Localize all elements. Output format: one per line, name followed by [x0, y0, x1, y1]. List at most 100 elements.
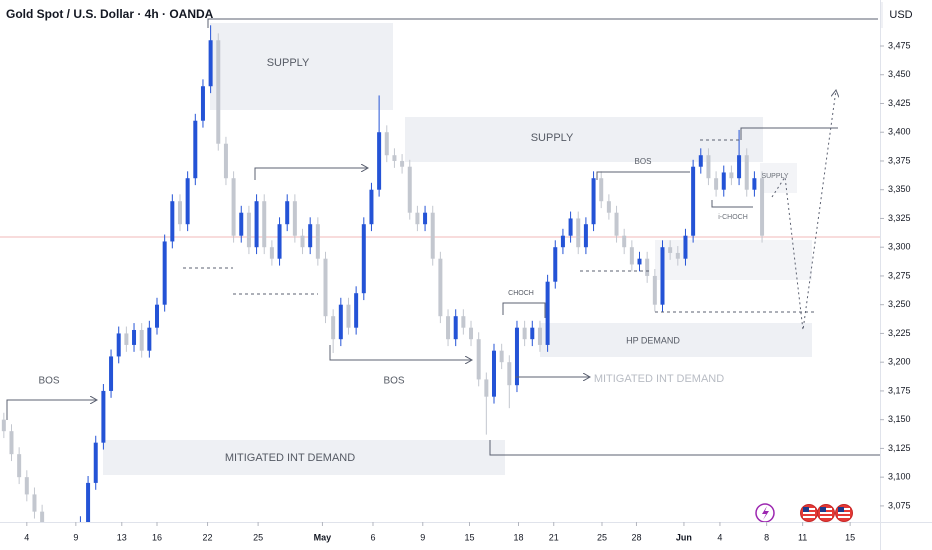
candle-body: [668, 247, 673, 253]
candle-body: [698, 155, 703, 167]
zones: [103, 23, 812, 475]
candle-body: [637, 258, 642, 265]
x-tick-label: 13: [117, 532, 127, 542]
x-tick-label: 22: [203, 532, 213, 542]
candles: [1, 25, 765, 546]
y-tick-label: 3,225: [888, 328, 911, 338]
candle-body: [652, 275, 657, 305]
y-tick-label: 3,325: [888, 213, 911, 223]
candle-body: [568, 218, 573, 236]
x-tick-label: 15: [845, 532, 855, 542]
candle-body: [392, 155, 397, 161]
x-tick-label: 15: [464, 532, 474, 542]
candle-body: [645, 258, 650, 276]
annotation: MITIGATED INT DEMAND: [225, 452, 355, 464]
candle-body: [614, 212, 619, 236]
flag-icon: [800, 504, 818, 522]
candle-body: [737, 155, 742, 179]
candle-body: [545, 281, 550, 345]
x-tick-label: 21: [549, 532, 559, 542]
y-tick-label: 3,300: [888, 242, 911, 252]
candle-body: [384, 132, 389, 156]
candle-body: [369, 189, 374, 225]
candle-body: [553, 247, 558, 282]
x-tick-label: 28: [631, 532, 641, 542]
demand-zone: [103, 440, 505, 475]
x-tick-label: 16: [152, 532, 162, 542]
candle-body: [683, 235, 688, 259]
candle-body: [132, 329, 137, 345]
lightning-glyph: [762, 506, 769, 520]
candle-body: [560, 235, 565, 248]
level-line: [489, 440, 880, 456]
candle-body: [660, 247, 665, 305]
choch-line: [502, 302, 546, 318]
y-tick-label: 3,150: [888, 414, 911, 424]
candle-body: [499, 350, 504, 363]
ichoch-line: [711, 200, 753, 208]
candle-body: [407, 166, 412, 213]
candle-body: [231, 178, 236, 236]
annotation: CHOCH: [508, 290, 534, 297]
flag-icon: [835, 504, 853, 522]
level-line: [207, 18, 878, 28]
candle-body: [354, 293, 359, 328]
candle-body: [415, 212, 420, 225]
candle-body: [430, 212, 435, 259]
annotation: i-CHOCH: [718, 214, 748, 221]
candle-body: [377, 132, 382, 190]
annotation: BOS: [383, 376, 404, 387]
candle-body: [507, 362, 512, 386]
annotations-lines: [6, 18, 880, 456]
candle-body: [338, 304, 343, 340]
candle-body: [32, 494, 37, 512]
candle-body: [162, 241, 167, 305]
candle-body: [323, 258, 328, 317]
candle-body: [239, 212, 244, 236]
currency-label: USD: [889, 9, 912, 21]
candle-body: [760, 178, 765, 236]
candle-body: [599, 178, 604, 202]
candle-body: [139, 329, 144, 351]
candle-body: [484, 379, 489, 397]
candle-body: [93, 442, 98, 483]
annotation: BOS: [635, 157, 652, 166]
y-tick-label: 3,475: [888, 40, 911, 50]
candle-body: [446, 316, 451, 340]
candle-body: [453, 316, 458, 340]
supply-zone: [210, 23, 393, 110]
candle-body: [438, 258, 443, 317]
candle-body: [591, 178, 596, 225]
candle-body: [208, 40, 213, 87]
candle-body: [262, 201, 267, 248]
candle-body: [109, 356, 114, 391]
candle-body: [124, 333, 129, 345]
level-line: [740, 127, 838, 140]
candle-body: [9, 431, 14, 455]
y-tick-label: 3,075: [888, 500, 911, 510]
y-tick-label: 3,425: [888, 98, 911, 108]
chart-title: Gold Spot / U.S. Dollar · 4h · OANDA: [6, 7, 214, 21]
candle-body: [423, 212, 428, 225]
bos-arrow: [6, 400, 97, 420]
x-tick-label: 11: [798, 532, 807, 542]
candle-body: [537, 327, 542, 345]
hp-demand-zone: [540, 323, 812, 357]
candle-body: [246, 212, 251, 248]
x-tick-label: 25: [597, 532, 607, 542]
candle-body: [530, 327, 535, 340]
candle-body: [101, 390, 106, 443]
candle-body: [48, 529, 52, 546]
candle-body: [491, 350, 496, 397]
x-tick-label: 25: [253, 532, 263, 542]
candle-body: [469, 327, 474, 340]
x-tick-label: May: [314, 532, 332, 542]
bos-arrow: [254, 168, 368, 180]
x-tick-label: 4: [24, 532, 29, 542]
projection: [771, 90, 836, 331]
candle-body: [514, 327, 519, 386]
x-tick-label: 8: [764, 532, 769, 542]
candle-body: [216, 40, 221, 144]
candle-body: [155, 304, 160, 328]
